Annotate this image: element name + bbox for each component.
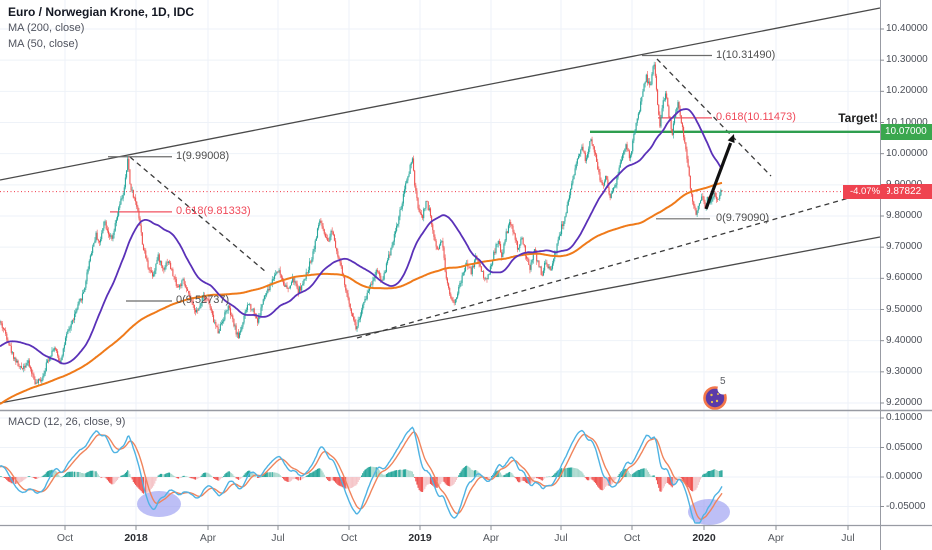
- time-axis-label: Apr: [482, 532, 500, 544]
- price-axis-label: 9.20000: [886, 397, 923, 408]
- time-axis-label: Jul: [271, 532, 285, 544]
- fib-level-label: 1(10.31490): [716, 48, 776, 61]
- gridlines: [0, 0, 880, 525]
- price-axis-label: 10.20000: [886, 85, 928, 97]
- price-axis-label: 9.70000: [886, 241, 923, 253]
- price-axis-label: 10.10000: [886, 116, 928, 128]
- dashed-support[interactable]: [356, 189, 878, 339]
- time-axis-label: 2019: [408, 532, 432, 544]
- time-axis-label: Apr: [199, 532, 217, 544]
- legend-ma50[interactable]: MA (50, close): [8, 38, 79, 50]
- ma50-line[interactable]: [0, 108, 723, 365]
- legend-ma200[interactable]: MA (200, close): [8, 22, 85, 34]
- trend-lines: [0, 7, 881, 404]
- price-axis-label: 10.40000: [886, 23, 928, 34]
- target-price-badge: 10.07000: [881, 123, 932, 140]
- price-axis-label: 9.40000: [886, 334, 923, 346]
- time-axis-label: Jul: [554, 532, 568, 544]
- price-axis-label: 0.00000: [886, 471, 923, 482]
- price-axis-label: -0.05000: [886, 500, 926, 512]
- fib-level-label: 1(9.99008): [176, 149, 230, 162]
- price-axis-label: 9.50000: [886, 303, 923, 315]
- price-axis-label: 0.05000: [886, 441, 923, 453]
- projection-arrow: [704, 134, 735, 210]
- time-axis-label: Oct: [623, 532, 641, 544]
- macd-line[interactable]: [0, 426, 723, 524]
- price-axis-label: 9.60000: [886, 272, 923, 284]
- price-axis-label: 9.80000: [886, 210, 923, 221]
- fib-level-label: 0(9.79090): [716, 211, 770, 224]
- current-price-badge: 9.87822: [881, 184, 932, 200]
- fib-levels: [108, 54, 712, 302]
- macd-histogram: [0, 465, 723, 494]
- fib-level-label: 0(9.52737): [176, 293, 230, 306]
- time-axis-label: 2018: [124, 532, 148, 544]
- symbol-title[interactable]: Euro / Norwegian Krone, 1D, IDC: [8, 5, 195, 19]
- change-percent-badge: -4.07%: [843, 184, 887, 199]
- target-annotation: Target!: [838, 111, 878, 125]
- candlestick-series: [0, 61, 723, 386]
- fib-level-label: 0.618(10.11473): [716, 110, 796, 123]
- time-axis-label: Oct: [340, 532, 358, 544]
- time-axis-label: 2020: [692, 532, 716, 544]
- price-axis-label: 0.10000: [886, 412, 923, 423]
- time-axis-label: Apr: [767, 532, 785, 544]
- highlight-ellipse[interactable]: [137, 491, 181, 517]
- price-axis-label: 10.30000: [886, 54, 928, 66]
- macd-indicator-label[interactable]: MACD (12, 26, close, 9): [8, 416, 126, 428]
- time-axis-label: Oct: [56, 532, 74, 544]
- channel-lower[interactable]: [0, 236, 881, 404]
- idea-marker-count: 5: [720, 376, 726, 387]
- chart-legend: Euro / Norwegian Krone, 1D, IDC MA (200,…: [8, 4, 194, 52]
- ma200-line[interactable]: [0, 181, 723, 405]
- price-axis-label: 9.30000: [886, 365, 923, 377]
- fib-level-label: 0.618(9.81333): [176, 204, 251, 217]
- idea-marker-icon[interactable]: [702, 383, 730, 411]
- channel-upper[interactable]: [0, 7, 881, 181]
- highlight-ellipses: [137, 491, 730, 525]
- price-axis-label: 10.00000: [886, 147, 928, 159]
- dashed-breakdown-left[interactable]: [129, 156, 267, 273]
- time-axis-label: Jul: [841, 532, 855, 544]
- dashed-breakdown-right[interactable]: [656, 58, 772, 177]
